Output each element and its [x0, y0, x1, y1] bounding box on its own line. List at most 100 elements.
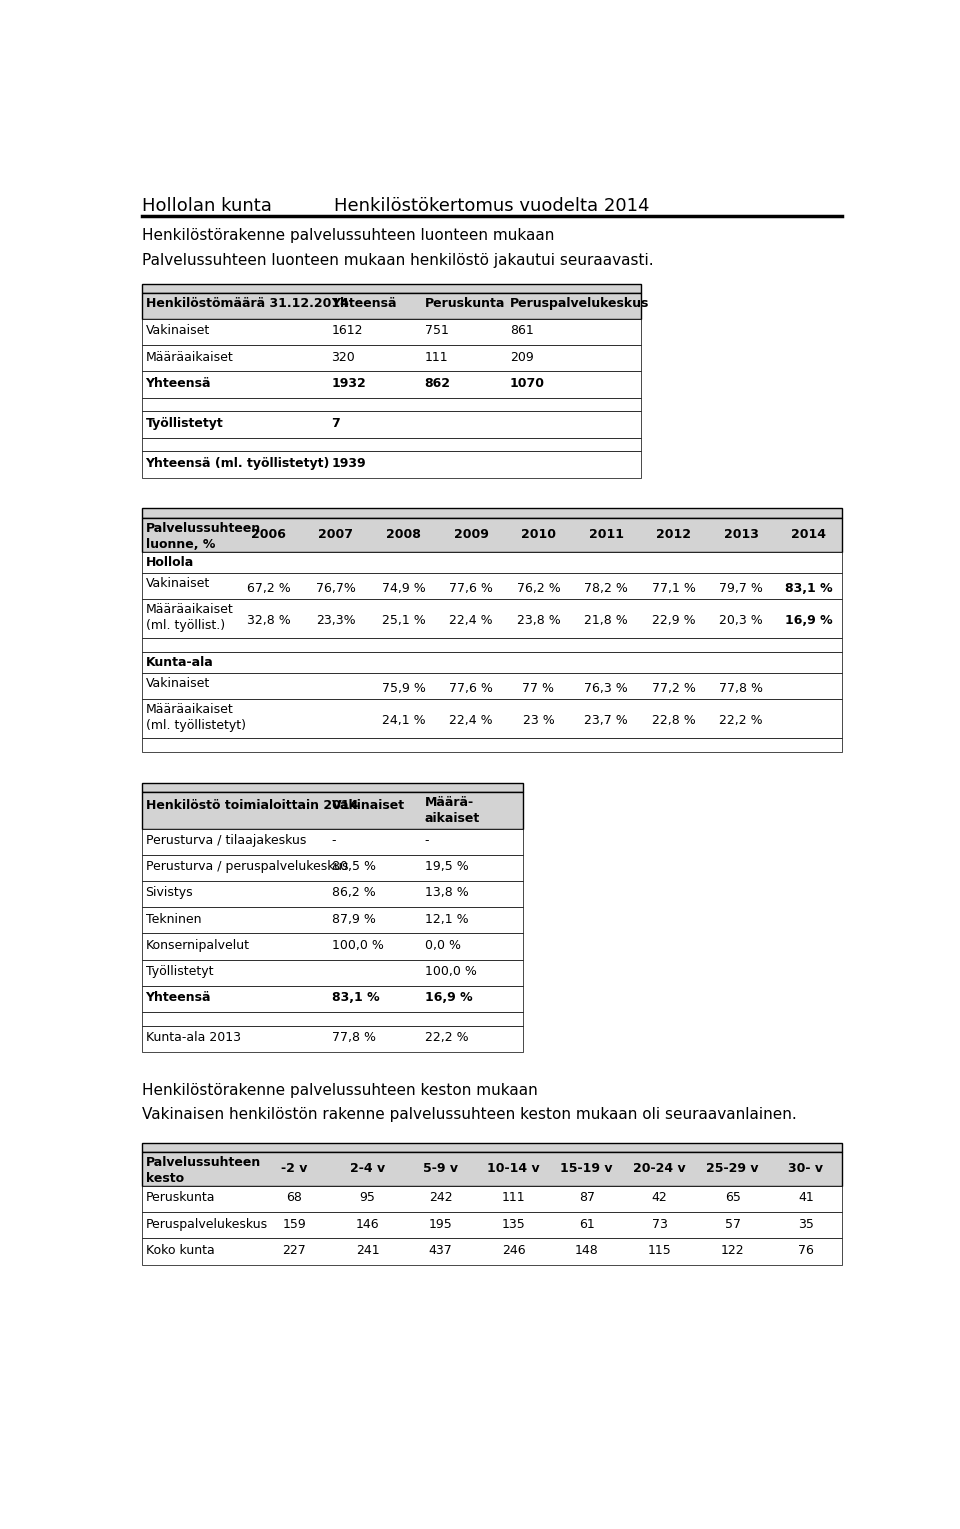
Bar — [142, 934, 523, 960]
Text: 2011: 2011 — [588, 528, 623, 541]
Text: 20-24 v: 20-24 v — [634, 1162, 686, 1176]
Text: 25,1 %: 25,1 % — [382, 615, 425, 627]
Text: Vakinaiset: Vakinaiset — [146, 576, 210, 590]
Text: 25-29 v: 25-29 v — [707, 1162, 759, 1176]
Text: Työllistetyt: Työllistetyt — [146, 965, 213, 979]
Text: Perusturva / peruspalvelukeskus: Perusturva / peruspalvelukeskus — [146, 861, 348, 873]
Text: 135: 135 — [502, 1217, 525, 1231]
Text: 22,2 %: 22,2 % — [719, 714, 763, 726]
Bar — [142, 411, 641, 437]
Text: 30- v: 30- v — [788, 1162, 824, 1176]
Text: Määrä-
aikaiset: Määrä- aikaiset — [424, 795, 480, 824]
Bar — [142, 294, 641, 320]
Text: 246: 246 — [502, 1243, 525, 1257]
Text: 76,3 %: 76,3 % — [584, 682, 628, 694]
Text: 83,1 %: 83,1 % — [784, 581, 832, 595]
Text: 2006: 2006 — [251, 528, 286, 541]
Text: 80,5 %: 80,5 % — [331, 861, 375, 873]
Text: 32,8 %: 32,8 % — [247, 615, 290, 627]
Text: 1070: 1070 — [510, 376, 545, 390]
Text: 68: 68 — [286, 1191, 302, 1205]
Text: 16,9 %: 16,9 % — [784, 615, 832, 627]
Text: 77,8 %: 77,8 % — [331, 1031, 375, 1044]
Text: 22,9 %: 22,9 % — [652, 615, 695, 627]
Bar — [142, 829, 523, 855]
Text: 74,9 %: 74,9 % — [382, 581, 425, 595]
Text: 320: 320 — [331, 350, 355, 364]
Bar — [142, 881, 523, 907]
Bar — [142, 1187, 842, 1212]
Bar — [142, 960, 523, 986]
Text: Henkilöstörakenne palvelussuhteen luonteen mukaan: Henkilöstörakenne palvelussuhteen luonte… — [142, 228, 554, 243]
Text: Palvelussuhteen
luonne, %: Palvelussuhteen luonne, % — [146, 521, 261, 550]
Text: 7: 7 — [331, 417, 341, 430]
Bar — [142, 346, 641, 372]
Text: 23 %: 23 % — [522, 714, 554, 726]
Text: Henkilöstömäärä 31.12.2014: Henkilöstömäärä 31.12.2014 — [146, 298, 348, 310]
Text: Määräaikaiset
(ml. työllist.): Määräaikaiset (ml. työllist.) — [146, 602, 233, 631]
Text: 1932: 1932 — [331, 376, 367, 390]
Text: Peruspalvelukeskus: Peruspalvelukeskus — [146, 1217, 268, 1231]
Text: 2010: 2010 — [521, 528, 556, 541]
Text: 23,8 %: 23,8 % — [516, 615, 561, 627]
Bar — [142, 599, 842, 638]
Bar — [142, 907, 523, 934]
Text: 75,9 %: 75,9 % — [381, 682, 425, 694]
Text: 159: 159 — [282, 1217, 306, 1231]
Text: 5-9 v: 5-9 v — [423, 1162, 458, 1176]
Text: Palvelussuhteen luonteen mukaan henkilöstö jakautui seuraavasti.: Palvelussuhteen luonteen mukaan henkilös… — [142, 252, 654, 268]
Text: Perusturva / tilaajakeskus: Perusturva / tilaajakeskus — [146, 835, 306, 847]
Text: 78,2 %: 78,2 % — [584, 581, 628, 595]
Text: Työllistetyt: Työllistetyt — [146, 417, 224, 430]
Text: 12,1 %: 12,1 % — [424, 913, 468, 925]
Text: 87,9 %: 87,9 % — [331, 913, 375, 925]
Text: 0,0 %: 0,0 % — [424, 939, 461, 953]
Text: 2013: 2013 — [724, 528, 758, 541]
Text: 13,8 %: 13,8 % — [424, 887, 468, 899]
Text: 77,8 %: 77,8 % — [719, 682, 763, 694]
Text: 2007: 2007 — [319, 528, 353, 541]
Bar — [142, 739, 842, 752]
Text: Yhteensä: Yhteensä — [146, 991, 211, 1005]
Text: Vakinaiset: Vakinaiset — [146, 324, 210, 338]
Text: 95: 95 — [360, 1191, 375, 1205]
Bar — [142, 855, 523, 881]
Text: 2012: 2012 — [656, 528, 691, 541]
Bar — [142, 699, 842, 739]
Bar — [142, 518, 842, 552]
Bar — [142, 1012, 523, 1026]
Text: 65: 65 — [725, 1191, 741, 1205]
Text: Hollolan kunta: Hollolan kunta — [142, 197, 272, 216]
Text: 242: 242 — [429, 1191, 452, 1205]
Text: 24,1 %: 24,1 % — [382, 714, 425, 726]
Text: Yhteensä: Yhteensä — [331, 298, 397, 310]
Text: 195: 195 — [429, 1217, 452, 1231]
Text: 2-4 v: 2-4 v — [350, 1162, 385, 1176]
Text: 751: 751 — [424, 324, 448, 338]
Text: 861: 861 — [510, 324, 534, 338]
Text: 100,0 %: 100,0 % — [331, 939, 383, 953]
Text: Vakinaisen henkilöstön rakenne palvelussuhteen keston mukaan oli seuraavanlainen: Vakinaisen henkilöstön rakenne palveluss… — [142, 1107, 797, 1122]
Bar — [142, 437, 641, 451]
Text: 67,2 %: 67,2 % — [247, 581, 290, 595]
Text: 23,3%: 23,3% — [316, 615, 356, 627]
Text: Hollola: Hollola — [146, 557, 194, 569]
Text: 77,6 %: 77,6 % — [449, 682, 492, 694]
Text: Kunta-ala 2013: Kunta-ala 2013 — [146, 1031, 241, 1044]
Text: Peruskunta: Peruskunta — [424, 298, 505, 310]
Bar — [142, 372, 641, 398]
Text: 77,1 %: 77,1 % — [652, 581, 695, 595]
Text: 77,6 %: 77,6 % — [449, 581, 492, 595]
Text: 2009: 2009 — [453, 528, 489, 541]
Text: Palvelussuhteen
kesto: Palvelussuhteen kesto — [146, 1156, 261, 1185]
Bar — [142, 651, 842, 673]
Text: 61: 61 — [579, 1217, 594, 1231]
Text: Määräaikaiset: Määräaikaiset — [146, 350, 233, 364]
Text: 86,2 %: 86,2 % — [331, 887, 375, 899]
Text: Henkilöstökertomus vuodelta 2014: Henkilöstökertomus vuodelta 2014 — [334, 197, 650, 216]
Text: 1939: 1939 — [331, 457, 366, 469]
Text: 79,7 %: 79,7 % — [719, 581, 763, 595]
Bar — [142, 792, 523, 829]
Text: -: - — [424, 835, 429, 847]
Text: Vakinaiset: Vakinaiset — [146, 677, 210, 690]
